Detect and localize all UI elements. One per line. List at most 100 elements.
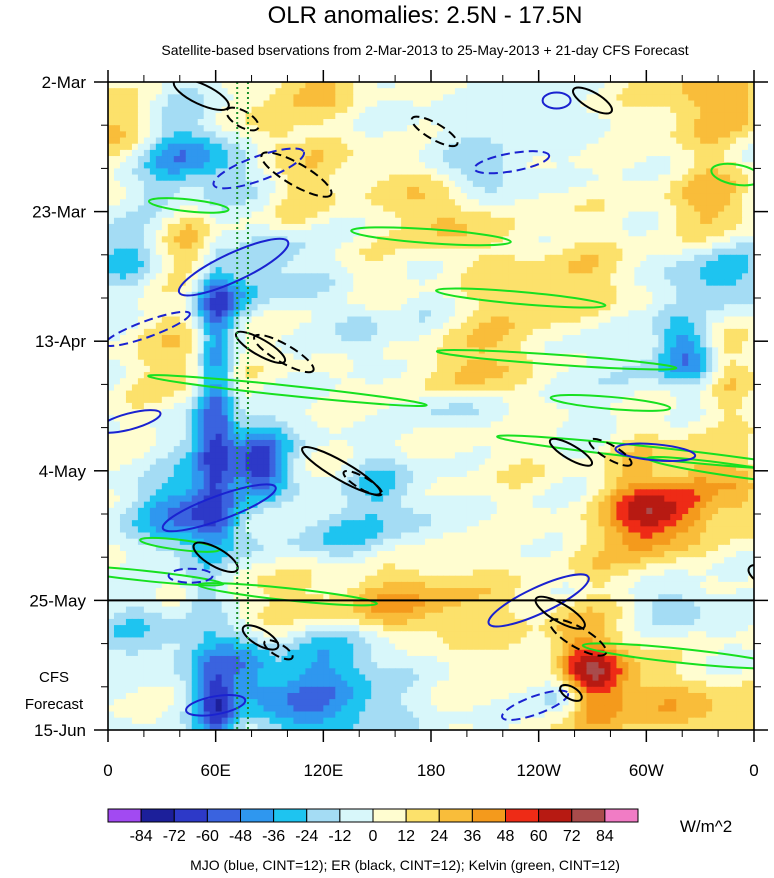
field-cell xyxy=(724,267,731,274)
field-cell xyxy=(526,162,534,169)
field-cell xyxy=(448,106,456,114)
field-cell xyxy=(700,88,707,95)
field-cell xyxy=(167,236,175,244)
field-cell xyxy=(293,279,301,287)
field-cell xyxy=(305,236,312,244)
field-cell xyxy=(335,149,342,157)
field-cell xyxy=(305,310,312,318)
field-cell xyxy=(269,322,277,330)
field-cell xyxy=(490,304,498,311)
field-cell xyxy=(305,180,312,188)
field-cell xyxy=(221,310,229,318)
field-cell xyxy=(305,260,312,268)
field-cell xyxy=(335,211,342,219)
field-cell xyxy=(203,304,211,311)
field-cell xyxy=(598,248,606,256)
field-cell xyxy=(700,180,707,188)
field-cell xyxy=(454,174,462,182)
field-cell xyxy=(664,273,671,281)
field-cell xyxy=(472,174,480,182)
field-cell xyxy=(724,180,731,188)
field-cell xyxy=(185,353,193,361)
field-cell xyxy=(508,335,516,342)
field-cell xyxy=(137,143,145,151)
field-cell xyxy=(281,359,289,367)
field-cell xyxy=(718,193,725,200)
field-cell xyxy=(694,205,701,213)
field-cell xyxy=(676,193,683,200)
field-cell xyxy=(724,149,731,157)
field-cell xyxy=(544,180,552,188)
field-cell xyxy=(484,291,492,299)
field-cell xyxy=(287,119,295,126)
field-cell xyxy=(544,248,552,256)
field-cell xyxy=(221,162,229,169)
field-cell xyxy=(143,131,151,139)
field-cell xyxy=(658,217,665,225)
field-cell xyxy=(670,310,677,318)
field-cell xyxy=(143,304,151,311)
field-cell xyxy=(514,149,522,157)
field-cell xyxy=(263,248,271,256)
field-cell xyxy=(197,267,205,274)
field-cell xyxy=(431,298,438,305)
field-cell xyxy=(143,211,151,219)
field-cell xyxy=(748,131,754,139)
field-cell xyxy=(658,149,665,157)
field-cell xyxy=(448,310,456,318)
field-cell xyxy=(108,248,115,256)
field-cell xyxy=(108,267,115,274)
field-cell xyxy=(490,322,498,330)
field-cell xyxy=(173,100,181,108)
field-cell xyxy=(556,236,564,244)
field-cell xyxy=(490,353,498,361)
field-cell xyxy=(544,162,552,169)
field-cell xyxy=(137,180,145,188)
field-cell xyxy=(628,267,635,274)
field-cell xyxy=(658,112,665,120)
field-cell xyxy=(442,242,450,250)
field-cell xyxy=(191,316,199,324)
field-cell xyxy=(143,156,151,163)
field-cell xyxy=(179,149,187,157)
field-cell xyxy=(682,359,689,367)
field-cell xyxy=(586,186,594,194)
field-cell xyxy=(682,174,689,182)
field-cell xyxy=(323,174,330,182)
field-cell xyxy=(436,174,444,182)
field-cell xyxy=(269,205,277,213)
field-cell xyxy=(251,310,259,318)
field-cell xyxy=(568,143,576,151)
field-cell xyxy=(161,242,169,250)
field-cell xyxy=(311,242,318,250)
field-cell xyxy=(113,322,121,330)
field-cell xyxy=(275,322,283,330)
field-cell xyxy=(377,186,384,194)
field-cell xyxy=(257,199,265,207)
field-cell xyxy=(401,162,408,169)
field-cell xyxy=(113,236,121,244)
field-cell xyxy=(335,156,342,163)
field-cell xyxy=(664,137,671,145)
field-cell xyxy=(496,143,504,151)
field-cell xyxy=(173,285,181,293)
field-cell xyxy=(706,359,713,367)
field-cell xyxy=(688,143,695,151)
field-cell xyxy=(520,223,528,231)
field-cell xyxy=(431,193,438,200)
field-cell xyxy=(592,100,600,108)
field-cell xyxy=(568,94,576,102)
field-cell xyxy=(514,273,522,281)
field-cell xyxy=(293,125,301,132)
field-cell xyxy=(688,322,695,330)
field-cell xyxy=(664,316,671,324)
field-cell xyxy=(251,131,259,139)
field-cell xyxy=(526,322,534,330)
field-cell xyxy=(622,112,629,120)
field-cell xyxy=(694,310,701,318)
field-cell xyxy=(598,125,606,132)
field-cell xyxy=(520,328,528,336)
field-cell xyxy=(574,82,582,89)
field-cell xyxy=(472,316,480,324)
field-cell xyxy=(395,88,402,95)
